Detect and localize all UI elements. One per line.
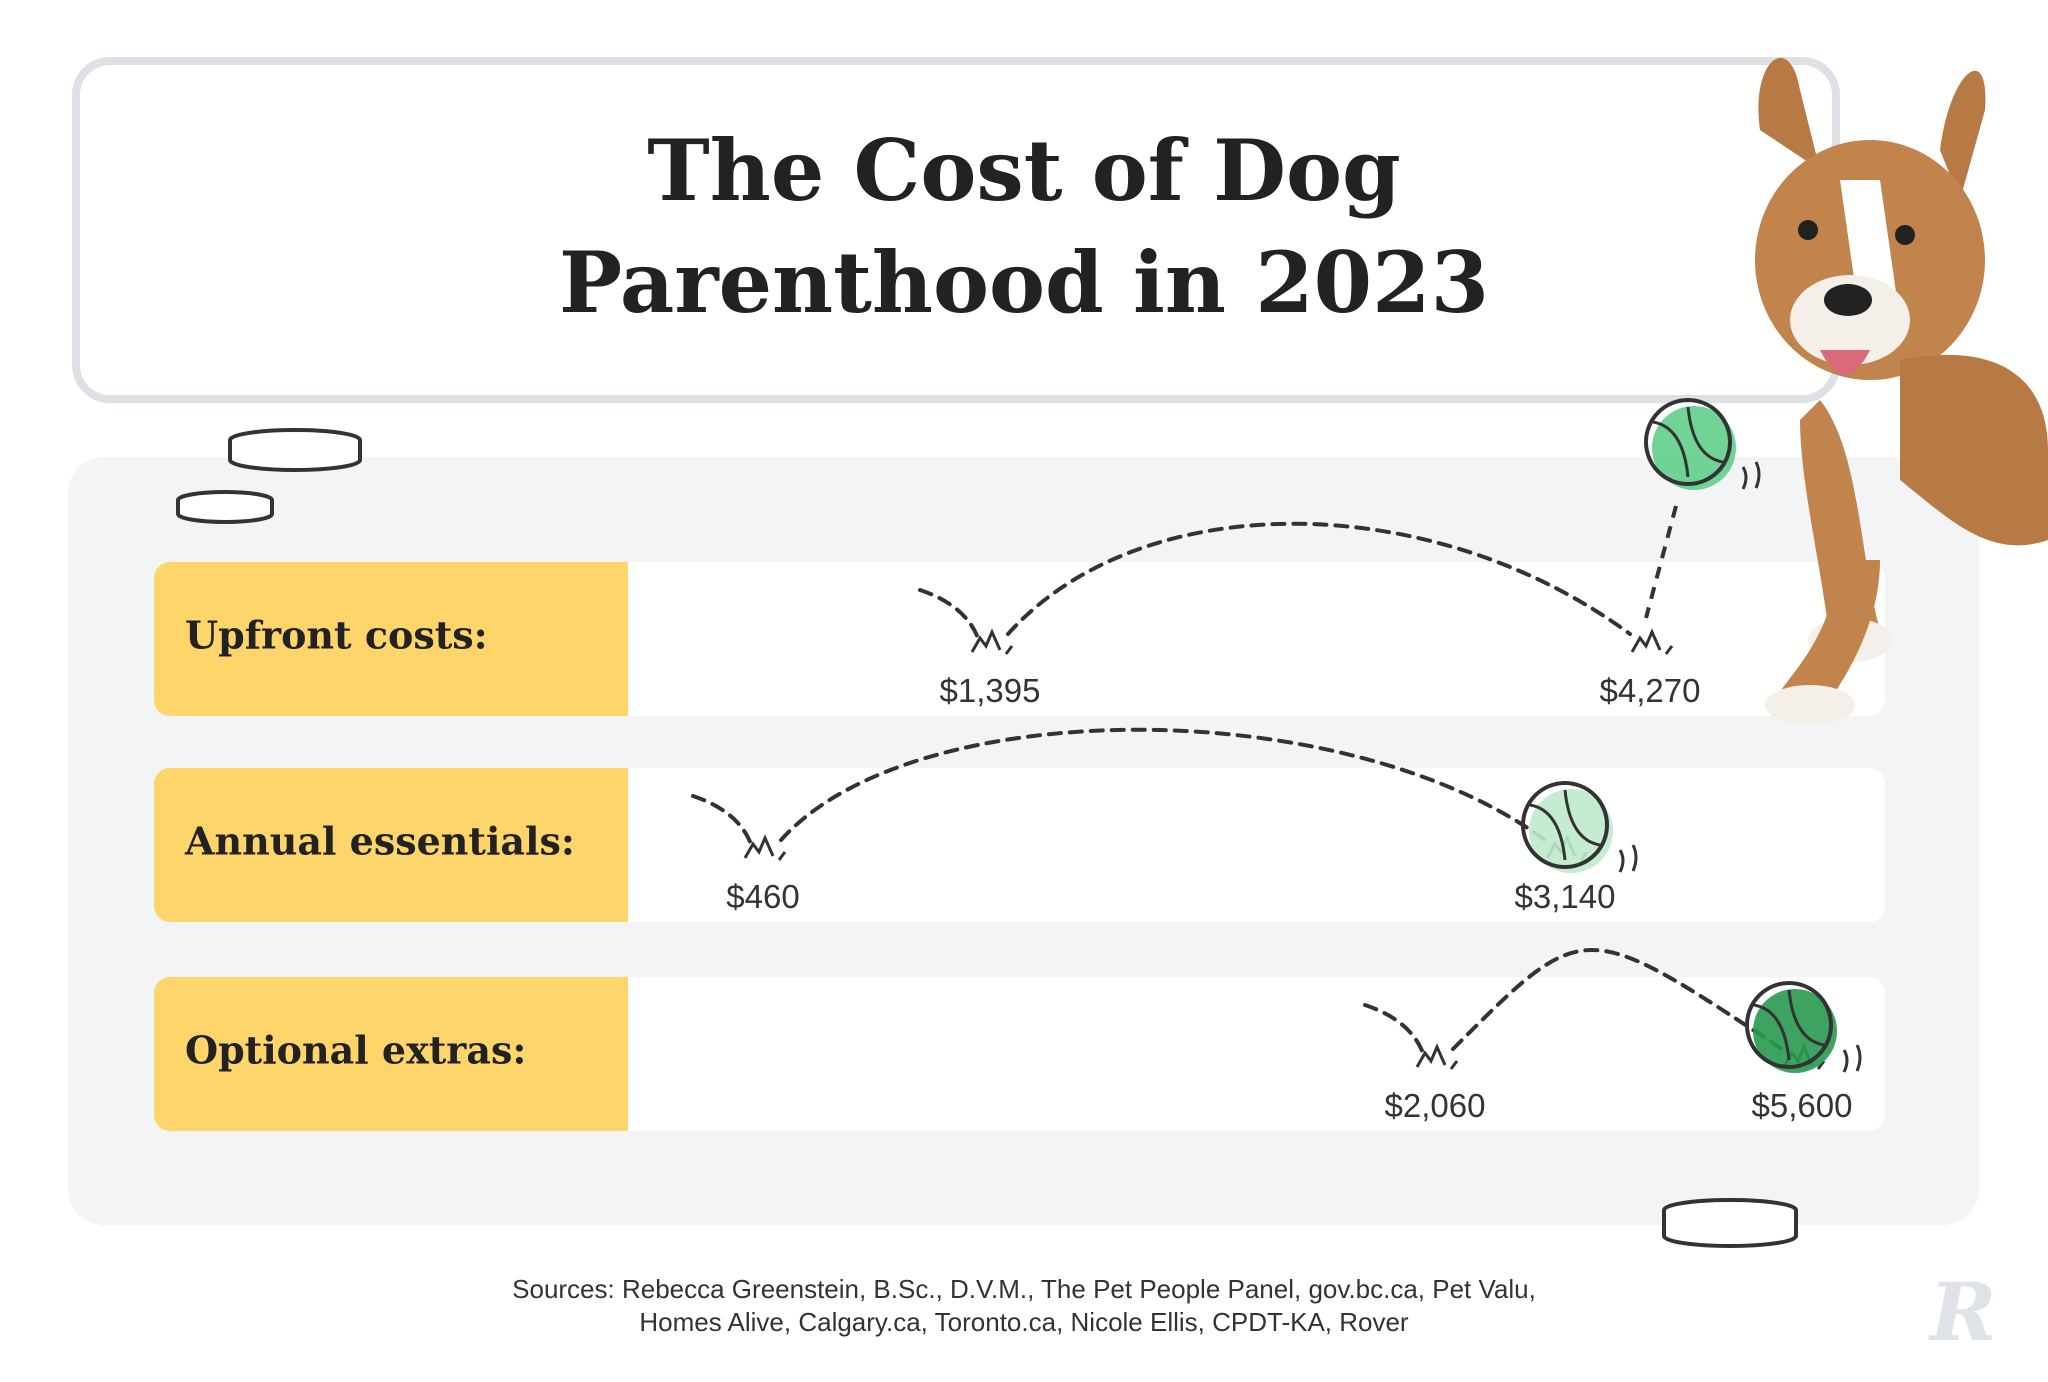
bounce-path	[918, 588, 980, 640]
title-line: Parenthood in 2023	[559, 233, 1489, 332]
title-box	[72, 57, 1840, 403]
logo: R	[1928, 1265, 1996, 1359]
low-value: $2,060	[1385, 1087, 1486, 1124]
splat	[970, 628, 1014, 655]
bounce-path	[1363, 1003, 1425, 1055]
low-value: $1,395	[940, 672, 1041, 709]
ball-outline	[1644, 398, 1732, 486]
bounce-path	[1451, 948, 1784, 1051]
row-label: Upfront costs:	[185, 613, 488, 658]
motion	[1618, 844, 1638, 873]
ball	[1652, 406, 1736, 490]
motion	[1741, 461, 1761, 490]
motion	[1842, 1044, 1862, 1073]
bounce-path	[691, 794, 753, 846]
splat	[1415, 1043, 1459, 1070]
title-line: The Cost of Dog	[647, 121, 1401, 220]
bounce-path	[779, 727, 1547, 842]
splat	[743, 834, 787, 861]
high-value: $4,270	[1600, 672, 1701, 709]
sources: Sources: Rebecca Greenstein, B.Sc., D.V.…	[512, 1274, 1536, 1304]
splat	[1630, 628, 1674, 655]
row-label-bg	[154, 768, 628, 922]
row-label-bg	[154, 977, 628, 1131]
ball	[1529, 789, 1613, 873]
row-label-bg	[154, 562, 628, 716]
ball	[1753, 989, 1837, 1073]
ball-outline	[1745, 981, 1833, 1069]
coins	[176, 428, 1798, 1248]
row-label: Annual essentials:	[184, 819, 575, 864]
ball-seam	[1753, 989, 1825, 1061]
high-value: $3,140	[1515, 878, 1616, 915]
ball-outline	[1521, 781, 1609, 869]
dog	[1755, 57, 2048, 725]
ball-seam	[1529, 789, 1601, 861]
low-value: $460	[726, 878, 799, 915]
ball-seam	[1652, 406, 1724, 478]
row-label: Optional extras:	[185, 1028, 526, 1073]
sources: Homes Alive, Calgary.ca, Toronto.ca, Nic…	[639, 1307, 1409, 1337]
bounce-path	[1006, 521, 1632, 636]
high-value: $5,600	[1752, 1087, 1853, 1124]
